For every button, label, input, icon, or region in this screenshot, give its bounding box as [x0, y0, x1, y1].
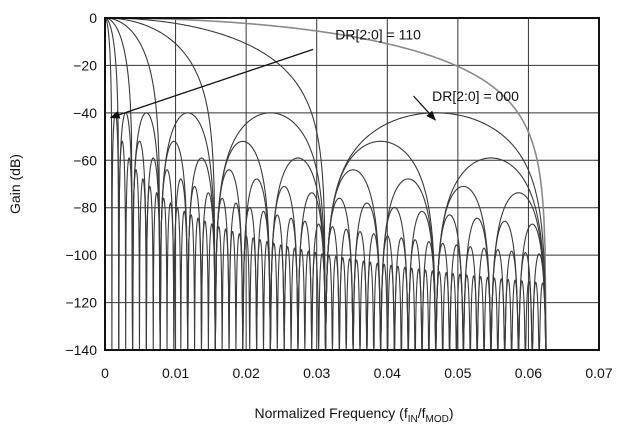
tick-labels: 0 0.01 0.02 0.03 0.04 0.05 0.06 0.07 0 −20 −40 −60 −…	[65, 10, 612, 381]
x-tick-label: 0.04	[374, 365, 401, 381]
curves	[104, 17, 547, 353]
y-tick-label: −100	[65, 247, 97, 263]
annotation-label: DR[2:0] = 110	[335, 26, 421, 42]
series-line-order-1	[105, 17, 547, 351]
x-axis-label: Normalized Frequency (fIN/fMOD)	[254, 405, 453, 425]
series-line-order-2	[105, 17, 547, 351]
x-tick-label: 0.07	[585, 365, 612, 381]
y-tick-label: −80	[73, 200, 97, 216]
y-tick-label: −20	[73, 57, 97, 73]
annotations: DR[2:0] = 110 DR[2:0] = 000	[109, 26, 519, 121]
annotation-arrow	[109, 48, 314, 119]
x-tick-label: 0.03	[303, 365, 330, 381]
plot-border	[104, 17, 600, 351]
x-tick-label: 0.05	[444, 365, 471, 381]
annotation-arrow	[413, 95, 436, 121]
annotation-label: DR[2:0] = 000	[432, 88, 519, 104]
plot-frame	[104, 17, 600, 351]
y-tick-label: −40	[73, 105, 97, 121]
x-tick-label: 0.01	[162, 365, 189, 381]
y-tick-label: −120	[65, 295, 97, 311]
y-tick-label: 0	[89, 10, 97, 26]
x-tick-label: 0.02	[233, 365, 260, 381]
y-tick-label: −60	[73, 152, 97, 168]
x-tick-label: 0	[101, 365, 109, 381]
y-axis-label: Gain (dB)	[7, 154, 23, 214]
y-tick-label: −140	[65, 342, 97, 358]
x-tick-label: 0.06	[515, 365, 542, 381]
